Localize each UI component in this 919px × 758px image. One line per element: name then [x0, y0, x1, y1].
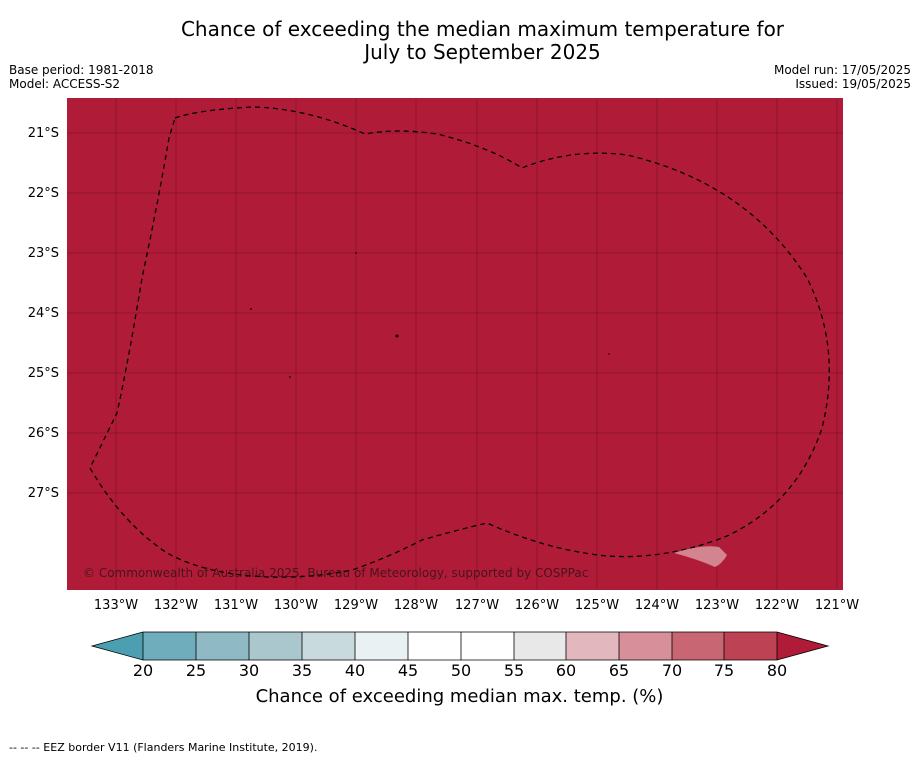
lon-label: 133°W — [93, 598, 139, 613]
pale-patch — [674, 546, 727, 567]
colorbar-tick: 60 — [555, 661, 577, 680]
lon-label: 132°W — [153, 598, 199, 613]
colorbar-swatch — [672, 632, 724, 660]
colorbar-high-arrow — [777, 632, 828, 660]
colorbar-tick: 75 — [713, 661, 735, 680]
lon-label: 129°W — [333, 598, 379, 613]
islands — [250, 252, 610, 378]
title-line-2: July to September 2025 — [364, 40, 601, 64]
lon-label: 123°W — [694, 598, 740, 613]
base-period: Base period: 1981-2018 — [9, 63, 154, 77]
footnote: -- -- -- EEZ border V11 (Flanders Marine… — [9, 741, 318, 754]
colorbar-tick: 25 — [185, 661, 207, 680]
lat-label: 22°S — [27, 186, 59, 201]
colorbar — [90, 631, 830, 661]
colorbar-label: Chance of exceeding median max. temp. (%… — [255, 686, 664, 707]
meta-right: Model run: 17/05/2025 Issued: 19/05/2025 — [774, 63, 911, 91]
colorbar-swatch — [724, 632, 777, 660]
model-name: Model: ACCESS-S2 — [9, 77, 121, 91]
colorbar-swatch — [249, 632, 302, 660]
colorbar-tick: 55 — [503, 661, 525, 680]
colorbar-tick: 65 — [608, 661, 630, 680]
colorbar-tick: 30 — [238, 661, 260, 680]
issued-date: Issued: 19/05/2025 — [795, 77, 911, 91]
lon-label: 130°W — [273, 598, 319, 613]
lat-label: 24°S — [27, 306, 59, 321]
lat-label: 23°S — [27, 246, 59, 261]
colorbar-tick: 35 — [291, 661, 313, 680]
map-title: Chance of exceeding the median maximum t… — [0, 18, 919, 64]
colorbar-tick: 80 — [766, 661, 788, 680]
graticule — [67, 98, 843, 590]
colorbar-low-arrow — [92, 632, 143, 660]
colorbar-swatch — [143, 632, 196, 660]
lon-label: 128°W — [393, 598, 439, 613]
map-area: © Commonwealth of Australia 2025, Bureau… — [67, 98, 843, 590]
colorbar-tick: 40 — [344, 661, 366, 680]
colorbar-swatch — [514, 632, 566, 660]
map-svg — [67, 98, 843, 590]
meta-left: Base period: 1981-2018 Model: ACCESS-S2 — [9, 63, 154, 91]
lat-label: 25°S — [27, 366, 59, 381]
colorbar-swatch — [619, 632, 672, 660]
colorbar-tick: 70 — [661, 661, 683, 680]
colorbar-swatch — [461, 632, 514, 660]
colorbar-tick: 20 — [132, 661, 154, 680]
lon-label: 126°W — [514, 598, 560, 613]
model-run: Model run: 17/05/2025 — [773, 63, 911, 77]
lon-label: 131°W — [213, 598, 259, 613]
lon-label: 125°W — [574, 598, 620, 613]
lon-label: 124°W — [634, 598, 680, 613]
lat-label: 27°S — [27, 486, 59, 501]
lon-label: 121°W — [814, 598, 860, 613]
lon-label: 127°W — [454, 598, 500, 613]
colorbar-swatch — [302, 632, 355, 660]
colorbar-swatch — [196, 632, 249, 660]
eez-border — [89, 106, 830, 578]
colorbar-outline — [90, 631, 830, 661]
colorbar-swatch — [355, 632, 408, 660]
title-line-1: Chance of exceeding the median maximum t… — [180, 17, 785, 41]
colorbar-tick: 45 — [397, 661, 419, 680]
copyright-text: © Commonwealth of Australia 2025, Bureau… — [83, 566, 589, 580]
lat-label: 26°S — [27, 426, 59, 441]
lat-label: 21°S — [27, 126, 59, 141]
colorbar-swatch — [408, 632, 461, 660]
colorbar-tick: 50 — [450, 661, 472, 680]
colorbar-swatch — [566, 632, 619, 660]
lon-label: 122°W — [754, 598, 800, 613]
